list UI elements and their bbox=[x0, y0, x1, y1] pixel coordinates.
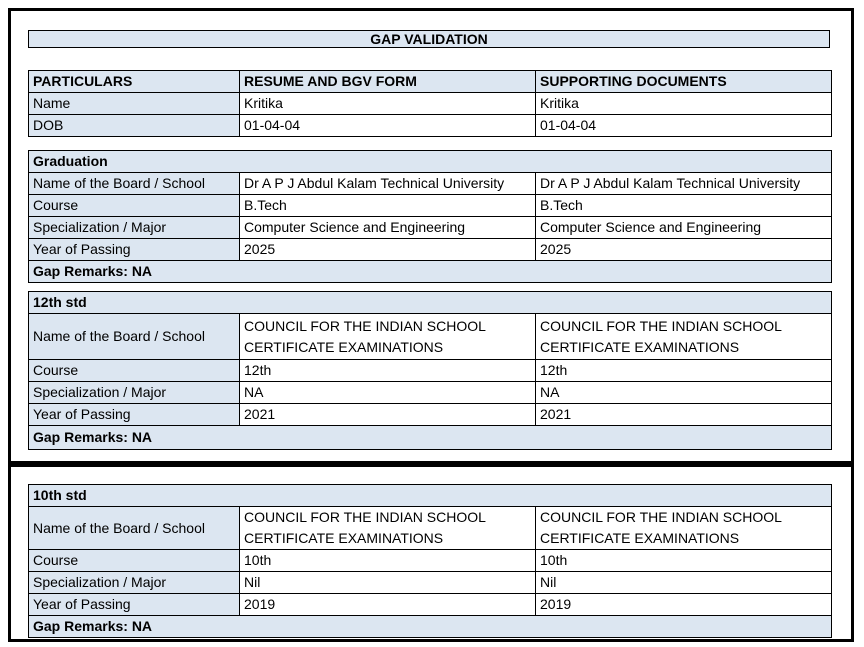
supporting-value: 10th bbox=[534, 549, 833, 572]
column-header-particulars: PARTICULARS bbox=[28, 70, 240, 93]
row-label: Name of the Board / School bbox=[28, 506, 240, 550]
gap-remarks: Gap Remarks: NA bbox=[27, 425, 833, 450]
supporting-value: 2021 bbox=[534, 403, 833, 426]
supporting-value: 12th bbox=[534, 359, 833, 382]
resume-value: Dr A P J Abdul Kalam Technical Universit… bbox=[239, 172, 536, 195]
supporting-value: 01-04-04 bbox=[535, 114, 832, 137]
row-label: Year of Passing bbox=[28, 238, 240, 261]
supporting-value: Computer Science and Engineering bbox=[535, 216, 832, 239]
gap-remarks: Gap Remarks: NA bbox=[27, 615, 833, 638]
row-label: Specialization / Major bbox=[28, 571, 240, 594]
resume-value: Kritika bbox=[239, 92, 536, 115]
section-title-10th: 10th std bbox=[27, 484, 833, 507]
supporting-value: NA bbox=[534, 381, 833, 404]
row-label: DOB bbox=[28, 114, 240, 137]
resume-value: 10th bbox=[239, 549, 536, 572]
gap-remarks-row: Gap Remarks: NA bbox=[27, 425, 833, 450]
supporting-value: COUNCIL FOR THE INDIAN SCHOOL CERTIFICAT… bbox=[534, 506, 833, 550]
row-label: Course bbox=[28, 194, 240, 217]
row-label: Specialization / Major bbox=[28, 381, 240, 404]
supporting-value: 2019 bbox=[534, 593, 833, 616]
row-label: Name bbox=[28, 92, 240, 115]
row-label: Course bbox=[28, 549, 240, 572]
supporting-value: Kritika bbox=[535, 92, 832, 115]
table-row-board: Name of the Board / School COUNCIL FOR T… bbox=[28, 506, 833, 550]
section-title-row: 12th std bbox=[27, 291, 833, 314]
twelfth-std-table: 12th std Name of the Board / School COUN… bbox=[27, 291, 833, 450]
resume-value: COUNCIL FOR THE INDIAN SCHOOL CERTIFICAT… bbox=[239, 506, 536, 550]
table-row-course: Course 10th 10th bbox=[28, 549, 833, 572]
column-header-supporting: SUPPORTING DOCUMENTS bbox=[535, 70, 832, 93]
resume-value: 2021 bbox=[239, 403, 536, 426]
resume-value: 2019 bbox=[239, 593, 536, 616]
particulars-header-row: PARTICULARS RESUME AND BGV FORM SUPPORTI… bbox=[28, 70, 832, 93]
particulars-table: PARTICULARS RESUME AND BGV FORM SUPPORTI… bbox=[28, 70, 832, 137]
gap-remarks-row: Gap Remarks: NA bbox=[28, 260, 832, 283]
section-title-12th: 12th std bbox=[27, 291, 833, 314]
table-row-board: Name of the Board / School Dr A P J Abdu… bbox=[28, 172, 832, 195]
gap-remarks-row: Gap Remarks: NA bbox=[27, 615, 833, 638]
section-title-row: Graduation bbox=[28, 150, 832, 173]
document-title: GAP VALIDATION bbox=[28, 30, 830, 48]
resume-value: 2025 bbox=[239, 238, 536, 261]
row-label: Specialization / Major bbox=[28, 216, 240, 239]
resume-value: B.Tech bbox=[239, 194, 536, 217]
table-row-board: Name of the Board / School COUNCIL FOR T… bbox=[28, 313, 833, 360]
graduation-table: Graduation Name of the Board / School Dr… bbox=[28, 150, 832, 283]
supporting-value: Nil bbox=[534, 571, 833, 594]
table-row-specialization: Specialization / Major Nil Nil bbox=[28, 571, 833, 594]
supporting-value: B.Tech bbox=[535, 194, 832, 217]
row-label: Year of Passing bbox=[28, 593, 240, 616]
table-row-name: Name Kritika Kritika bbox=[28, 92, 832, 115]
resume-value: Computer Science and Engineering bbox=[239, 216, 536, 239]
row-label: Name of the Board / School bbox=[28, 313, 240, 360]
row-label: Year of Passing bbox=[28, 403, 240, 426]
table-row-dob: DOB 01-04-04 01-04-04 bbox=[28, 114, 832, 137]
table-row-specialization: Specialization / Major Computer Science … bbox=[28, 216, 832, 239]
tenth-std-table: 10th std Name of the Board / School COUN… bbox=[27, 484, 833, 638]
resume-value: NA bbox=[239, 381, 536, 404]
resume-value: COUNCIL FOR THE INDIAN SCHOOL CERTIFICAT… bbox=[239, 313, 536, 360]
column-header-resume: RESUME AND BGV FORM bbox=[239, 70, 536, 93]
gap-remarks: Gap Remarks: NA bbox=[28, 260, 832, 283]
row-label: Name of the Board / School bbox=[28, 172, 240, 195]
table-row-year: Year of Passing 2019 2019 bbox=[28, 593, 833, 616]
table-row-course: Course B.Tech B.Tech bbox=[28, 194, 832, 217]
row-label: Course bbox=[28, 359, 240, 382]
table-row-year: Year of Passing 2025 2025 bbox=[28, 238, 832, 261]
table-row-course: Course 12th 12th bbox=[28, 359, 833, 382]
resume-value: Nil bbox=[239, 571, 536, 594]
section-title-graduation: Graduation bbox=[28, 150, 832, 173]
supporting-value: COUNCIL FOR THE INDIAN SCHOOL CERTIFICAT… bbox=[534, 313, 833, 360]
resume-value: 01-04-04 bbox=[239, 114, 536, 137]
supporting-value: 2025 bbox=[535, 238, 832, 261]
table-row-specialization: Specialization / Major NA NA bbox=[28, 381, 833, 404]
table-row-year: Year of Passing 2021 2021 bbox=[28, 403, 833, 426]
resume-value: 12th bbox=[239, 359, 536, 382]
supporting-value: Dr A P J Abdul Kalam Technical Universit… bbox=[535, 172, 832, 195]
section-title-row: 10th std bbox=[27, 484, 833, 507]
